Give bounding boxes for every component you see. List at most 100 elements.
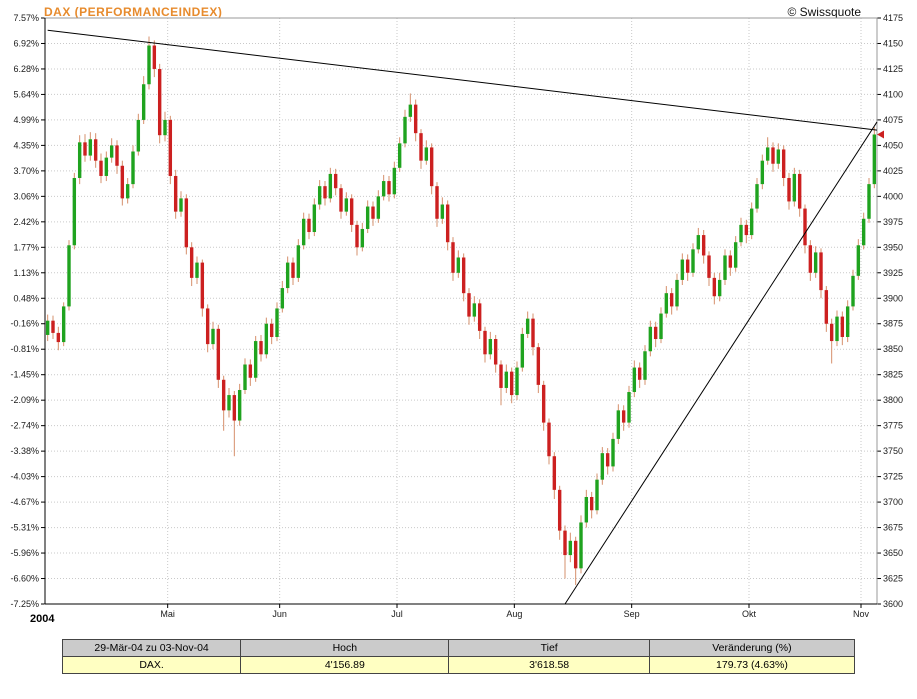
y-axis-left-label: -5.96% [10, 548, 39, 558]
candle-down [451, 242, 455, 273]
candle-down [333, 173, 338, 189]
y-axis-left-label: 2.42% [13, 217, 39, 227]
candle-down [829, 323, 834, 342]
candle-down [216, 328, 221, 380]
x-axis-month-label: Mai [160, 609, 175, 619]
candle-up [237, 389, 242, 421]
candle-up [696, 235, 701, 250]
candle-up [147, 45, 151, 85]
y-axis-left-label: -5.31% [10, 523, 39, 533]
candle-up [504, 371, 509, 388]
y-axis-right-label: 4125 [883, 64, 903, 74]
candle-up [851, 275, 855, 307]
candle-up [845, 306, 850, 337]
y-axis-right-label: 4050 [883, 140, 903, 150]
y-axis-left-label: 4.35% [13, 140, 39, 150]
candle-up [163, 119, 167, 136]
candle-down [541, 384, 546, 423]
candle-down [157, 68, 162, 136]
candle-up [749, 208, 754, 236]
candle-up [659, 313, 663, 340]
candle-up [632, 367, 637, 393]
y-axis-left-label: -2.09% [10, 395, 39, 405]
plot-border [44, 17, 878, 605]
candle-down [605, 453, 610, 467]
last-price-marker [877, 130, 884, 139]
candle-up [584, 496, 589, 523]
y-axis-left-label: -6.60% [10, 574, 39, 584]
candle-down [445, 204, 450, 243]
candle-up [627, 392, 631, 423]
candle-down [461, 257, 466, 294]
x-axis-month-label: Jul [391, 609, 403, 619]
candle-up [408, 104, 413, 117]
y-axis-right-label: 4150 [883, 38, 903, 48]
candle-down [184, 198, 189, 248]
trendline-ascending-support [564, 121, 878, 605]
candle-up [136, 119, 141, 152]
candle-up [856, 245, 861, 276]
candle-down [467, 293, 471, 317]
candle-down [653, 326, 658, 340]
candle-up [392, 167, 397, 195]
y-axis-left-label: 6.92% [13, 38, 39, 48]
candle-up [131, 151, 135, 185]
summary-header-period: 29-Mär-04 zu 03-Nov-04 [61, 639, 242, 657]
candle-down [152, 45, 157, 69]
candle-down [552, 456, 557, 490]
candle-up [275, 308, 279, 337]
candle-up [755, 184, 759, 209]
y-axis-right-label: 3875 [883, 319, 903, 329]
summary-data-row: DAX. 4'156.89 3'618.58 179.73 (4.63%) [61, 656, 856, 674]
candle-down [232, 395, 237, 421]
candle-down [99, 160, 103, 176]
summary-table: 29-Mär-04 zu 03-Nov-04 Hoch Tief Verände… [61, 639, 856, 674]
candle-up [141, 84, 146, 120]
y-axis-left-label: 6.28% [13, 64, 39, 74]
x-axis-month-label: Jun [272, 609, 287, 619]
candle-up [317, 186, 322, 205]
summary-cell-instrument: DAX. [61, 656, 242, 674]
candle-up [179, 198, 183, 212]
y-axis-left-label: -2.74% [10, 421, 39, 431]
candle-up [515, 367, 519, 396]
x-axis-month-label: Sep [624, 609, 640, 619]
candle-up [792, 173, 797, 202]
x-axis-month-label: Aug [506, 609, 522, 619]
y-axis-right-label: 3850 [883, 344, 903, 354]
y-axis-left-label: -0.16% [10, 319, 39, 329]
candle-up [616, 410, 621, 439]
candle-down [787, 178, 791, 202]
y-axis-left-label: 1.77% [13, 242, 39, 252]
candle-up [472, 303, 477, 317]
candle-down [483, 330, 487, 355]
y-axis-right-label: 4000 [883, 191, 903, 201]
trendline-descending-resistance [47, 29, 878, 131]
candle-up [664, 293, 669, 314]
candle-up [360, 228, 365, 248]
y-axis-right-label: 3800 [883, 395, 903, 405]
x-axis-year-label: 2004 [30, 613, 55, 625]
candle-down [637, 367, 642, 380]
y-axis-right-label: 3975 [883, 217, 903, 227]
summary-cell-high: 4'156.89 [240, 656, 450, 674]
y-axis-left-label: -4.03% [10, 472, 39, 482]
summary-header-row: 29-Mär-04 zu 03-Nov-04 Hoch Tief Verände… [61, 639, 856, 657]
candle-down [712, 277, 717, 297]
x-axis-month-label: Nov [853, 609, 870, 619]
summary-header-low: Tief [448, 639, 650, 657]
candle-down [429, 147, 434, 187]
candle-down [803, 208, 807, 246]
y-axis-right-label: 3950 [883, 242, 903, 252]
candle-up [675, 279, 679, 307]
candle-down [589, 496, 594, 511]
x-axis-month-label: Okt [742, 609, 757, 619]
candle-down [547, 422, 551, 457]
candle-down [509, 371, 514, 396]
candle-up [211, 328, 215, 345]
candle-up [301, 218, 306, 246]
candle-down [200, 262, 205, 309]
candle-up [872, 134, 877, 185]
candle-up [440, 204, 445, 219]
candle-down [56, 332, 61, 343]
